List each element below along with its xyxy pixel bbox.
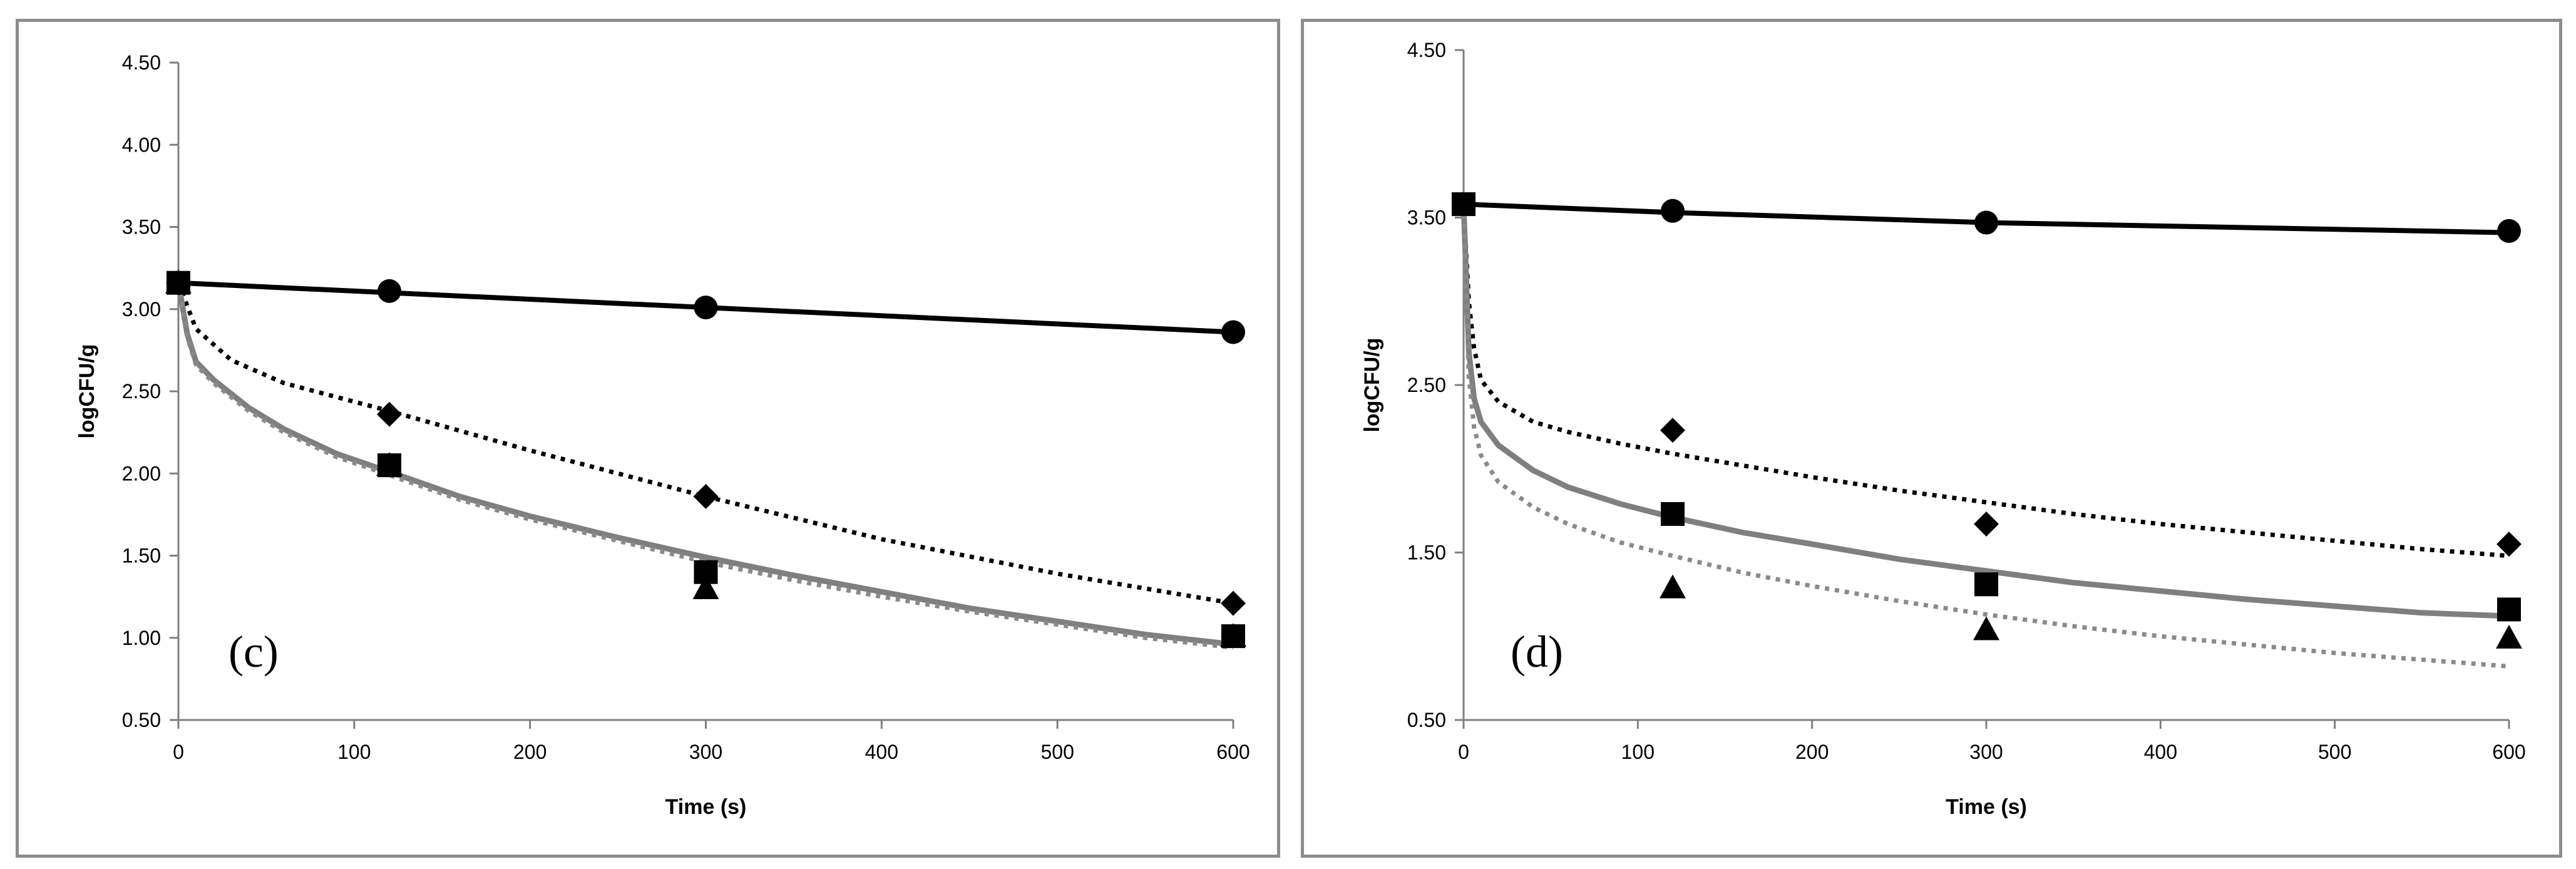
chart-c-x-tick-label: 500 — [1040, 741, 1074, 763]
chart-d-xlabel: Time (s) — [1946, 795, 2027, 819]
chart-d-marker-square — [1974, 572, 1998, 597]
chart-c-curve-square-fit — [175, 282, 1234, 647]
chart-d-marker-triangle — [2496, 624, 2522, 649]
chart-c-y-tick-label: 1.50 — [122, 545, 161, 567]
chart-c-x-tick-label: 200 — [513, 741, 547, 763]
chart-c-x-tick-label: 400 — [865, 741, 898, 763]
chart-c-y-tick-label: 0.50 — [122, 709, 161, 731]
chart-d-marker-square — [1452, 192, 1475, 217]
chart-d-marker-diamond — [2496, 532, 2522, 557]
chart-d-curve-triangle-fit — [1461, 203, 2510, 669]
chart-d-y-tick-label: 3.50 — [1407, 207, 1446, 229]
chart-d-ylabel: logCFU/g — [1360, 337, 1384, 432]
chart-d-marker-square — [1661, 501, 1685, 526]
chart-c-ylabel: logCFU/g — [75, 344, 99, 438]
chart-c-xlabel: Time (s) — [665, 795, 747, 819]
chart-d-marker-circle — [1661, 198, 1685, 223]
chart-c-x-tick-label: 300 — [689, 741, 722, 763]
chart-d-x-tick-label: 500 — [2318, 741, 2351, 763]
chart-d-marker-square — [2497, 597, 2521, 622]
chart-c-y-tick-label: 4.50 — [122, 51, 161, 74]
chart-d-y-tick-label: 0.50 — [1407, 709, 1446, 731]
chart-c-y-tick-label: 3.00 — [122, 298, 161, 321]
chart-c-marker-circle — [1221, 320, 1245, 344]
chart-c-x-tick-label: 600 — [1216, 741, 1250, 763]
chart-c-marker-triangle — [376, 452, 403, 476]
chart-c-y-tick-label: 2.00 — [122, 462, 161, 485]
chart-c-y-tick-label: 2.50 — [122, 380, 161, 403]
chart-c-marker-circle — [377, 279, 401, 303]
chart-c-marker-diamond — [377, 401, 402, 427]
chart-c-svg: Time (s) logCFU/g (c) 0.50 1.00 1.50 2.00 2.… — [75, 51, 1250, 819]
chart-d-x-tick-label: 0 — [1458, 741, 1469, 763]
chart-c-y-tick-label: 1.00 — [122, 627, 161, 649]
chart-c-marker-diamond — [1221, 590, 1246, 616]
chart-c-curve-circle-fit — [178, 280, 1234, 335]
chart-d-panel-label: (d) — [1511, 627, 1563, 677]
chart-d-x-tick-label: 100 — [1621, 741, 1655, 763]
chart-c-x-tick-label: 0 — [173, 741, 184, 763]
chart-d-curve-square-fit — [1460, 203, 2510, 619]
chart-c-x-tick-label: 100 — [337, 741, 371, 763]
chart-d-x-tick-label: 600 — [2492, 741, 2525, 763]
chart-d-svg: Time (s) logCFU/g (d) 0.50 1.50 2.50 3.50 4.… — [1360, 39, 2526, 819]
chart-d-y-tick-label: 2.50 — [1407, 374, 1446, 396]
chart-d-marker-circle — [2497, 219, 2521, 243]
chart-c-panel-label: (c) — [228, 627, 279, 677]
chart-d-marker-triangle — [1973, 616, 1999, 640]
chart-d-y-tick-label: 4.50 — [1407, 39, 1446, 61]
chart-c-marker-triangle — [1220, 623, 1246, 647]
chart-c-marker-triangle — [692, 575, 719, 599]
chart-d-x-tick-label: 200 — [1795, 741, 1829, 763]
chart-panel-c: Time (s) logCFU/g (c) 0.50 1.00 1.50 2.00 2.… — [16, 19, 1280, 858]
chart-c-marker-diamond — [693, 484, 719, 509]
chart-c-curve-diamond-fit — [176, 282, 1234, 606]
chart-d-marker-diamond — [1974, 512, 1999, 537]
chart-d-x-tick-label: 400 — [2144, 741, 2177, 763]
chart-c-y-tick-label: 3.50 — [122, 216, 161, 239]
chart-c-marker-triangle — [165, 269, 192, 294]
chart-panel-d: Time (s) logCFU/g (d) 0.50 1.50 2.50 3.50 4.… — [1301, 19, 2562, 858]
chart-d-marker-triangle — [1660, 574, 1686, 599]
chart-d-marker-diamond — [1660, 418, 1685, 443]
chart-d-marker-circle — [1974, 210, 1998, 235]
chart-d-curve-circle-fit — [1463, 202, 2510, 235]
chart-c-marker-circle — [694, 296, 718, 320]
chart-d-y-tick-label: 1.50 — [1407, 542, 1446, 564]
chart-c-y-tick-label: 4.00 — [122, 133, 161, 156]
chart-d-x-tick-label: 300 — [1969, 741, 2003, 763]
